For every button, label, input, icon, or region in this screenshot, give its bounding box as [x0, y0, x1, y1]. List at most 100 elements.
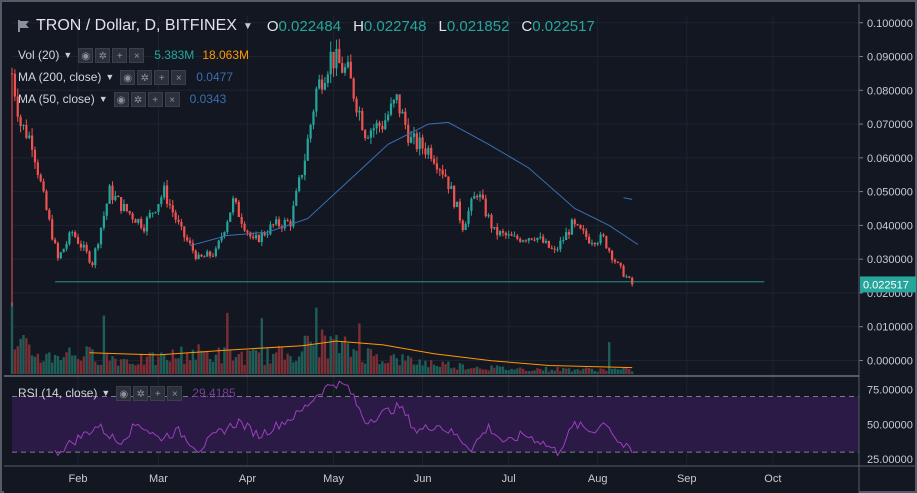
- close-icon[interactable]: ×: [167, 385, 183, 401]
- gear-icon[interactable]: ✲: [133, 385, 149, 401]
- candle-body: [389, 103, 393, 115]
- volume-bar: [625, 367, 628, 374]
- candle-body: [108, 185, 111, 204]
- chevron-down-icon[interactable]: ▼: [101, 388, 111, 398]
- plus-icon[interactable]: +: [154, 69, 170, 85]
- volume-bar: [300, 351, 304, 374]
- gear-icon[interactable]: ✲: [95, 47, 111, 63]
- candle-body: [323, 83, 327, 90]
- ohlc-high: H0.022748: [353, 17, 427, 35]
- flag-icon[interactable]: [18, 20, 30, 32]
- volume-bar: [297, 356, 301, 374]
- chart-canvas[interactable]: 0.100000 0.090000 0.080000 0.070000 0.060000…: [4, 4, 917, 493]
- last-price-label: 0.022517: [863, 279, 909, 291]
- candle-body: [76, 237, 80, 244]
- candle-body: [223, 232, 226, 237]
- volume-bar: [177, 358, 180, 374]
- volume-bar: [429, 360, 433, 374]
- axes: 0.100000 0.090000 0.080000 0.070000 0.060000…: [4, 4, 917, 493]
- volume-bar: [622, 367, 625, 374]
- candle-body: [154, 211, 157, 213]
- volume-bar: [352, 349, 355, 374]
- candle-body: [283, 220, 286, 229]
- volume-bar: [79, 360, 83, 374]
- candle-body: [231, 198, 235, 213]
- candle-body: [364, 130, 367, 139]
- candle-body: [461, 220, 464, 231]
- gear-icon[interactable]: ✲: [137, 69, 153, 85]
- volume-bar: [154, 364, 157, 374]
- ma50-label[interactable]: MA (50, close): [18, 92, 95, 106]
- candle-body: [163, 185, 166, 198]
- chevron-down-icon[interactable]: ▼: [105, 72, 115, 82]
- candle-body: [263, 232, 266, 236]
- vol-legend[interactable]: Vol (20) ▼ ◉ ✲ + × 5.383M 18.063M: [18, 46, 249, 64]
- volume-bar: [326, 358, 330, 374]
- plus-icon[interactable]: +: [147, 91, 163, 107]
- candle-body: [186, 237, 189, 241]
- volume-bar: [559, 371, 562, 374]
- volume-bar: [53, 354, 57, 374]
- candle-body: [254, 235, 258, 239]
- volume-bar: [13, 349, 17, 374]
- plus-icon[interactable]: +: [112, 47, 128, 63]
- chevron-down-icon[interactable]: ▼: [63, 50, 73, 60]
- candle-body: [295, 190, 298, 206]
- ma200-legend[interactable]: MA (200, close) ▼ ◉ ✲ + × 0.0477: [18, 68, 233, 86]
- volume-bar: [335, 334, 338, 374]
- eye-icon[interactable]: ◉: [78, 47, 94, 63]
- candle-body: [33, 149, 37, 163]
- volume-bar: [587, 368, 591, 374]
- volume-bar: [180, 346, 183, 374]
- ma200-label[interactable]: MA (200, close): [18, 70, 102, 84]
- candle-body: [171, 205, 174, 213]
- volume-bar: [516, 368, 519, 374]
- candle-body: [556, 249, 559, 251]
- eye-icon[interactable]: ◉: [113, 91, 129, 107]
- candle-body: [521, 240, 525, 242]
- volume-bar: [160, 352, 163, 374]
- candle-body: [366, 137, 370, 139]
- volume-bar: [562, 367, 565, 374]
- rsi-label[interactable]: RSI (14, close): [18, 386, 98, 400]
- candle-body: [349, 61, 352, 79]
- volume-bar: [249, 350, 252, 374]
- candle-body: [435, 163, 439, 170]
- symbol-title[interactable]: TRON / Dollar, D, BITFINEX: [36, 17, 237, 34]
- volume-bar: [194, 359, 197, 374]
- eye-icon[interactable]: ◉: [116, 385, 132, 401]
- volume-bar: [455, 369, 459, 374]
- eye-icon[interactable]: ◉: [120, 69, 136, 85]
- candle-body: [553, 248, 556, 250]
- volume-bar: [412, 364, 416, 374]
- volume-bar: [128, 363, 131, 374]
- volume-bar: [395, 358, 398, 374]
- candle-body: [200, 254, 203, 257]
- ma50-legend[interactable]: MA (50, close) ▼ ◉ ✲ + × 0.0343: [18, 90, 226, 108]
- candle-body: [122, 203, 126, 211]
- gear-icon[interactable]: ✲: [130, 91, 146, 107]
- volume-bar: [99, 364, 103, 374]
- rsi-legend[interactable]: RSI (14, close) ▼ ◉ ✲ + × 29.4185: [18, 384, 236, 402]
- volume-bar: [498, 366, 502, 374]
- volume-bar: [539, 368, 542, 374]
- volume-bar: [527, 371, 531, 374]
- volume-bar: [596, 371, 599, 374]
- candle-body: [576, 224, 579, 226]
- indicator-buttons: ◉ ✲ + ×: [116, 385, 183, 401]
- x-tick-label: Mar: [149, 473, 168, 485]
- close-icon[interactable]: ×: [129, 47, 145, 63]
- volume-bar: [59, 360, 63, 374]
- volume-bar: [424, 360, 427, 374]
- chevron-down-icon[interactable]: ▼: [242, 20, 253, 32]
- volume-bar: [358, 323, 361, 374]
- plus-icon[interactable]: +: [150, 385, 166, 401]
- close-icon[interactable]: ×: [171, 69, 187, 85]
- chart-header: TRON / Dollar, D, BITFINEX ▼ O0.022484 H…: [18, 14, 607, 38]
- chevron-down-icon[interactable]: ▼: [98, 94, 108, 104]
- candle-body: [582, 228, 585, 231]
- vol-label[interactable]: Vol (20): [18, 48, 60, 62]
- volume-bar: [398, 365, 401, 374]
- close-icon[interactable]: ×: [164, 91, 180, 107]
- ma200-value: 0.0477: [196, 70, 233, 84]
